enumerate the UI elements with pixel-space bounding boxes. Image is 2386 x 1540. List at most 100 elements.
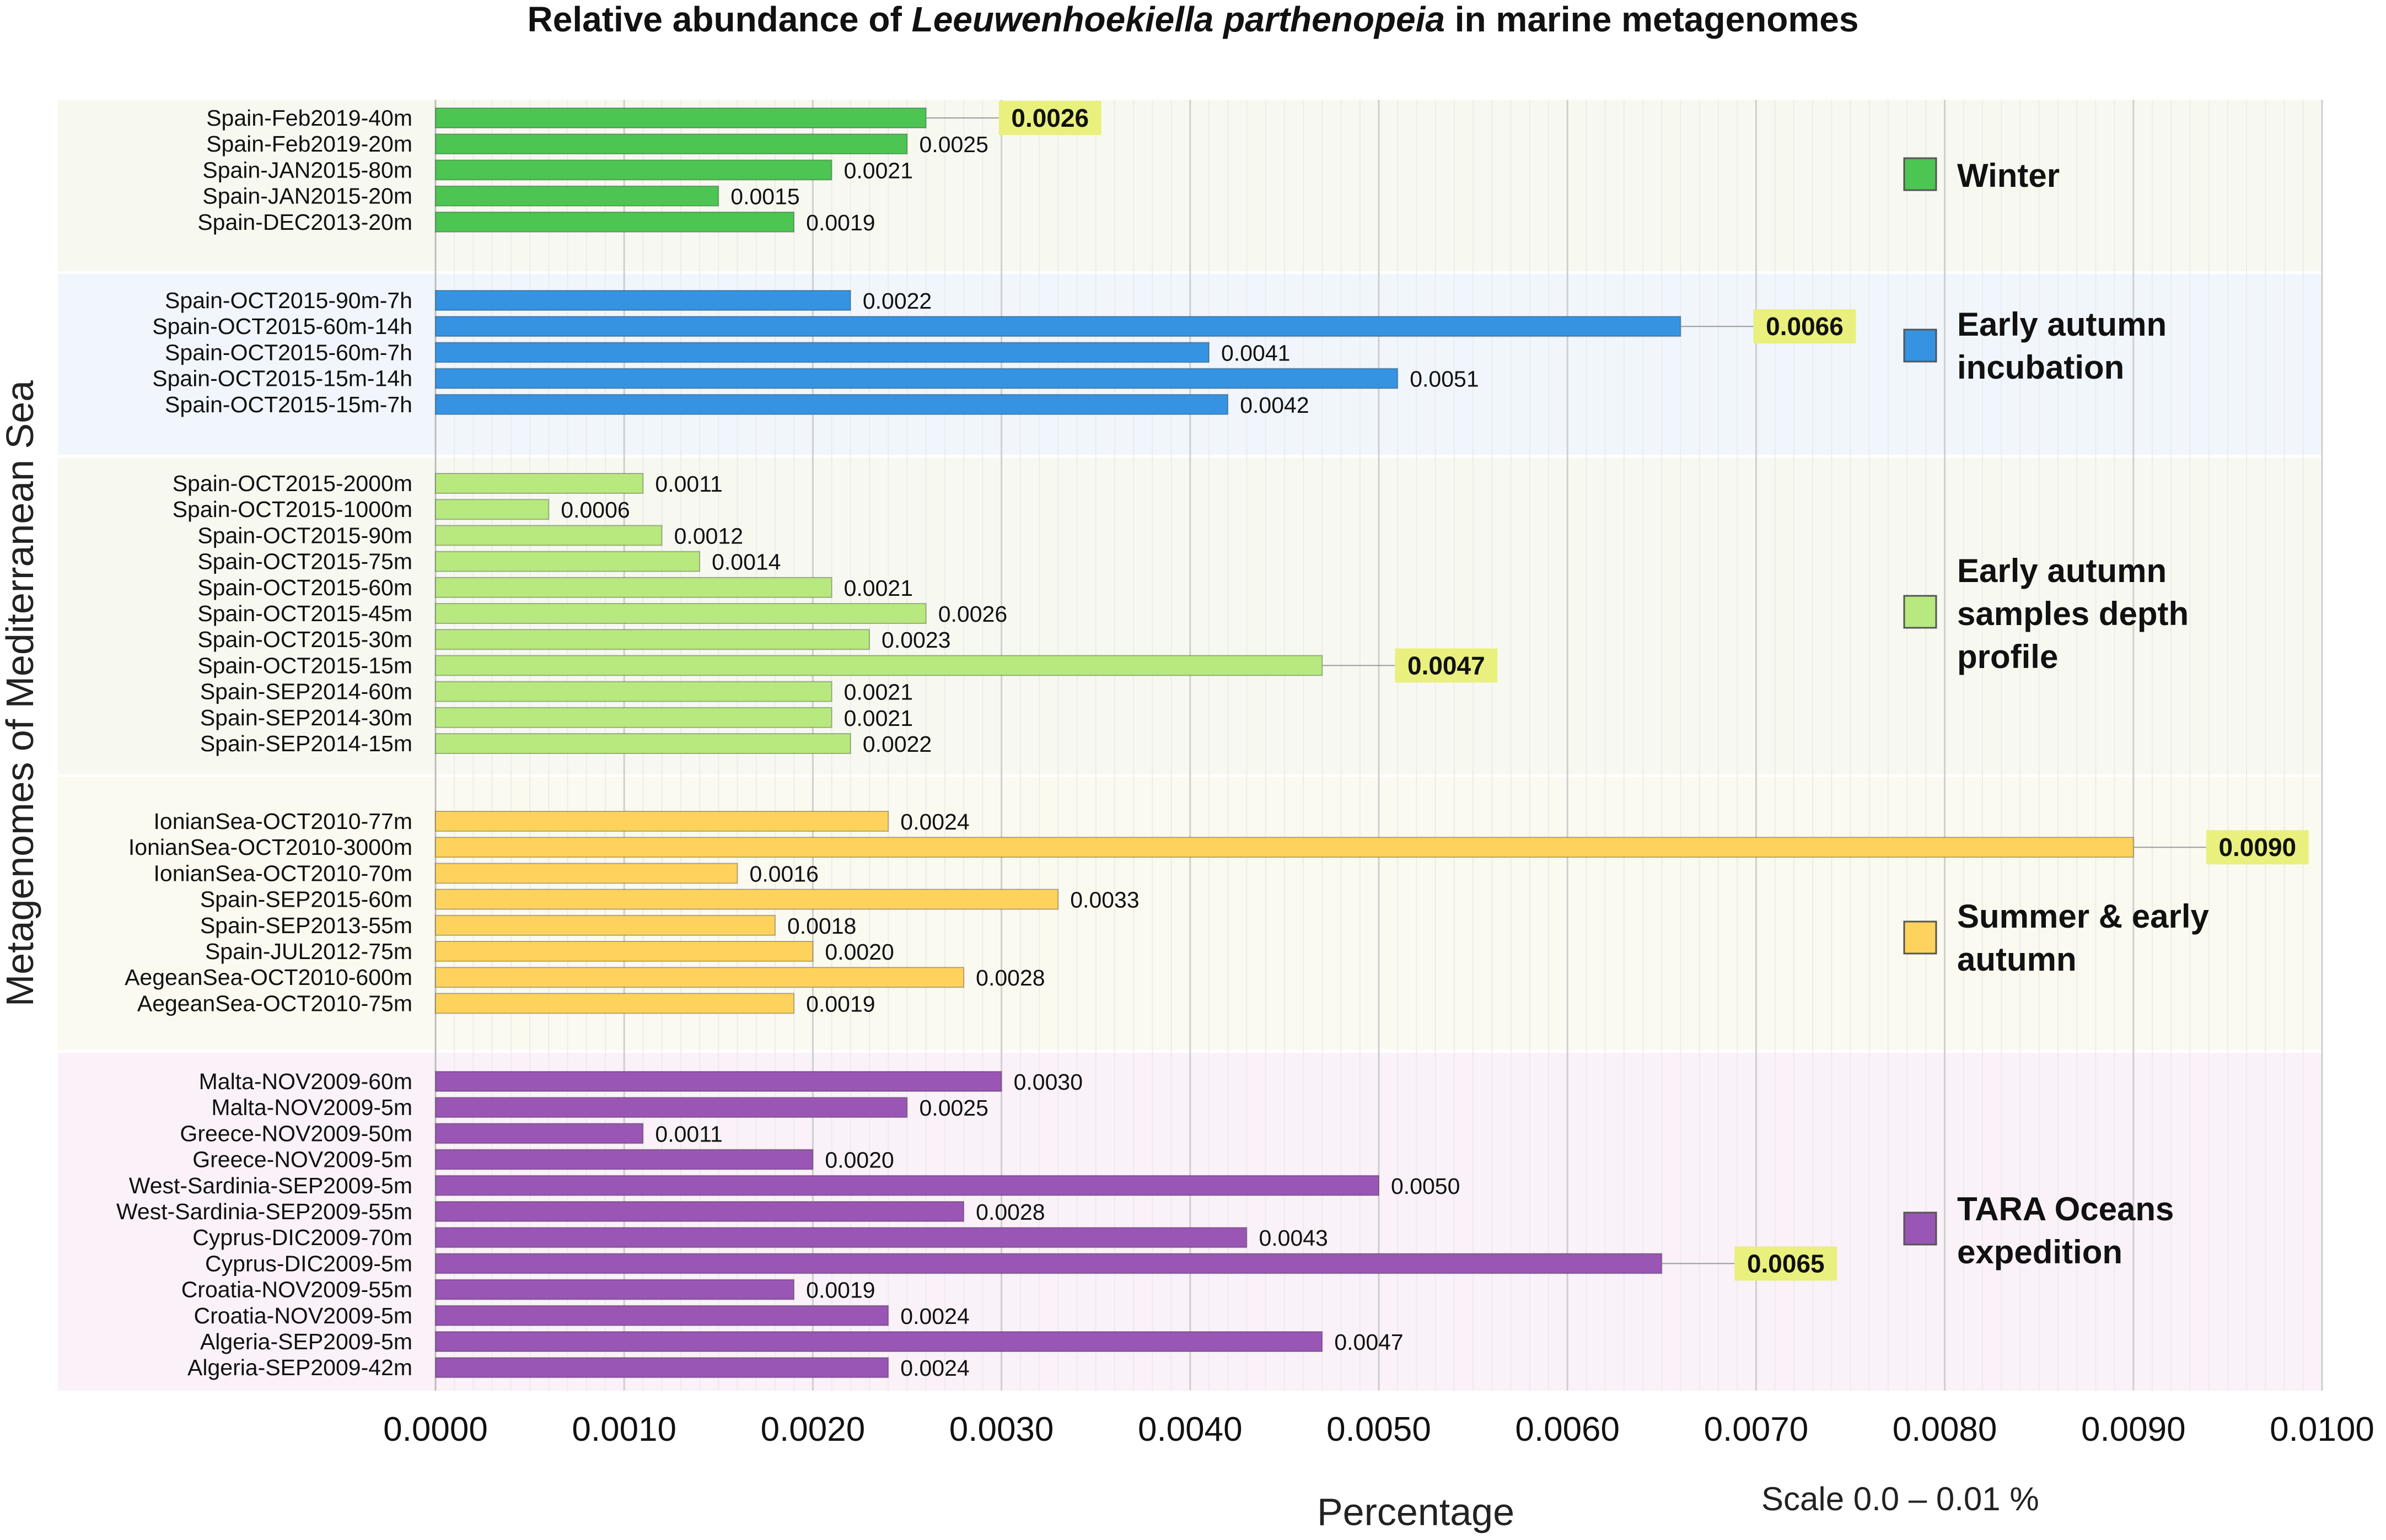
category-label: Cyprus-DIC2009-70m <box>192 1225 412 1250</box>
bar <box>435 655 1323 676</box>
x-tick-label: 0.0050 <box>1326 1410 1431 1449</box>
bar <box>435 342 1210 363</box>
bar <box>435 1201 965 1222</box>
bar <box>435 499 550 520</box>
category-label: IonianSea-OCT2010-3000m <box>128 834 412 860</box>
bar <box>435 1175 1379 1196</box>
chart-title: Relative abundance of Leeuwenhoekiella p… <box>528 0 1859 39</box>
bar <box>435 185 719 207</box>
bar <box>435 290 851 311</box>
value-highlight-box <box>998 101 1101 135</box>
category-label: Spain-OCT2015-60m <box>197 575 412 600</box>
value-label: 0.0051 <box>1410 367 1479 392</box>
legend-label: incubation <box>1957 349 2124 386</box>
value-label: 0.0022 <box>863 731 932 757</box>
value-label: 0.0024 <box>900 1355 969 1381</box>
category-label: AegeanSea-OCT2010-75m <box>137 990 412 1016</box>
chart-title-suffix: in marine metagenomes <box>1445 0 1858 39</box>
legend-label: Summer & early <box>1957 898 2210 935</box>
bar <box>435 551 701 572</box>
bar <box>435 1357 889 1379</box>
grid-lines <box>434 100 2323 1391</box>
category-label: Spain-OCT2015-15m <box>197 653 412 678</box>
value-label: 0.0043 <box>1259 1225 1328 1251</box>
bar <box>435 368 1399 389</box>
value-highlight-box <box>1753 309 1856 344</box>
x-tick-label: 0.0010 <box>572 1410 676 1449</box>
x-tick-label: 0.0000 <box>383 1410 488 1449</box>
category-label: Spain-OCT2015-90m <box>197 523 412 548</box>
category-label: Malta-NOV2009-5m <box>211 1095 412 1120</box>
category-label: Greece-NOV2009-5m <box>192 1147 412 1172</box>
value-label: 0.0019 <box>806 210 875 235</box>
category-label: Spain-JAN2015-20m <box>202 184 412 209</box>
category-label: Spain-Feb2019-40m <box>206 105 412 131</box>
category-label: Cyprus-DIC2009-5m <box>205 1251 412 1276</box>
value-label: 0.0042 <box>1240 392 1309 418</box>
bar <box>435 1149 814 1170</box>
x-tick-label: 0.0060 <box>1515 1410 1620 1449</box>
category-label: Spain-SEP2014-30m <box>200 705 412 730</box>
category-label: Croatia-NOV2009-5m <box>194 1303 413 1328</box>
category-label: Spain-OCT2015-2000m <box>173 471 412 496</box>
bar <box>435 707 832 728</box>
value-label: 0.0018 <box>787 913 856 939</box>
bar <box>435 889 1059 910</box>
value-label: 0.0028 <box>976 965 1045 990</box>
value-label: 0.0028 <box>976 1199 1045 1225</box>
bar <box>435 1253 1663 1274</box>
value-label-highlight: 0.0047 <box>1407 651 1485 680</box>
bar <box>435 1279 795 1300</box>
legend-swatch <box>1903 920 1937 955</box>
value-label: 0.0050 <box>1391 1173 1460 1199</box>
bar <box>435 473 644 494</box>
value-label: 0.0014 <box>712 550 781 575</box>
chart-title-species: Leeuwenhoekiella parthenopeia <box>912 0 1445 39</box>
value-label: 0.0016 <box>750 861 819 886</box>
x-tick-labels: 0.0000 0.0010 0.0020 0.0030 0.0040 0.0050 0.00… <box>383 1410 2374 1449</box>
category-label: Spain-Feb2019-20m <box>206 131 412 157</box>
legend-label: autumn <box>1957 941 2077 978</box>
category-label: Greece-NOV2009-50m <box>180 1121 412 1146</box>
bar <box>435 733 851 754</box>
category-label: Spain-OCT2015-60m-7h <box>165 340 412 365</box>
bar <box>435 394 1229 415</box>
x-tick-label: 0.0090 <box>2081 1410 2186 1449</box>
value-label: 0.0021 <box>844 575 913 601</box>
y-axis-label: Metagenomes of Mediterranean Sea <box>0 380 41 1006</box>
category-label: Spain-OCT2015-30m <box>197 627 412 652</box>
x-tick-label: 0.0030 <box>949 1410 1054 1449</box>
category-label: Spain-SEP2014-15m <box>200 731 412 756</box>
value-label: 0.0041 <box>1221 340 1290 365</box>
x-tick-label: 0.0040 <box>1138 1410 1243 1449</box>
bar <box>435 316 1681 337</box>
category-label: Spain-OCT2015-75m <box>197 549 412 574</box>
value-label: 0.0022 <box>863 288 932 314</box>
legend-swatch <box>1903 157 1937 191</box>
category-label: Spain-OCT2015-1000m <box>173 497 412 522</box>
legend-label: Early autumn <box>1957 552 2167 589</box>
bar <box>435 993 795 1014</box>
value-label: 0.0023 <box>882 627 950 653</box>
value-highlight-box <box>1734 1246 1837 1281</box>
bar <box>435 1331 1323 1352</box>
value-label: 0.0006 <box>561 497 630 523</box>
value-label: 0.0011 <box>655 1121 722 1146</box>
value-label: 0.0020 <box>825 1148 894 1173</box>
legend-label: Early autumn <box>1957 306 2167 343</box>
value-highlight-box <box>1395 648 1498 683</box>
category-label: AegeanSea-OCT2010-600m <box>125 965 412 990</box>
value-label: 0.0011 <box>655 471 722 497</box>
category-label: Spain-OCT2015-60m-14h <box>152 314 412 339</box>
category-label: Spain-OCT2015-15m-7h <box>165 392 412 417</box>
bar <box>435 863 738 884</box>
value-label: 0.0025 <box>920 1095 988 1121</box>
bar <box>435 159 832 181</box>
legend-swatch <box>1903 1211 1937 1246</box>
bar <box>435 1097 908 1118</box>
x-axis-label: Percentage <box>1317 1490 1514 1533</box>
value-label-highlight: 0.0090 <box>2218 833 2296 861</box>
value-label-highlight: 0.0065 <box>1747 1249 1825 1278</box>
category-label: Spain-DEC2013-20m <box>197 209 412 235</box>
